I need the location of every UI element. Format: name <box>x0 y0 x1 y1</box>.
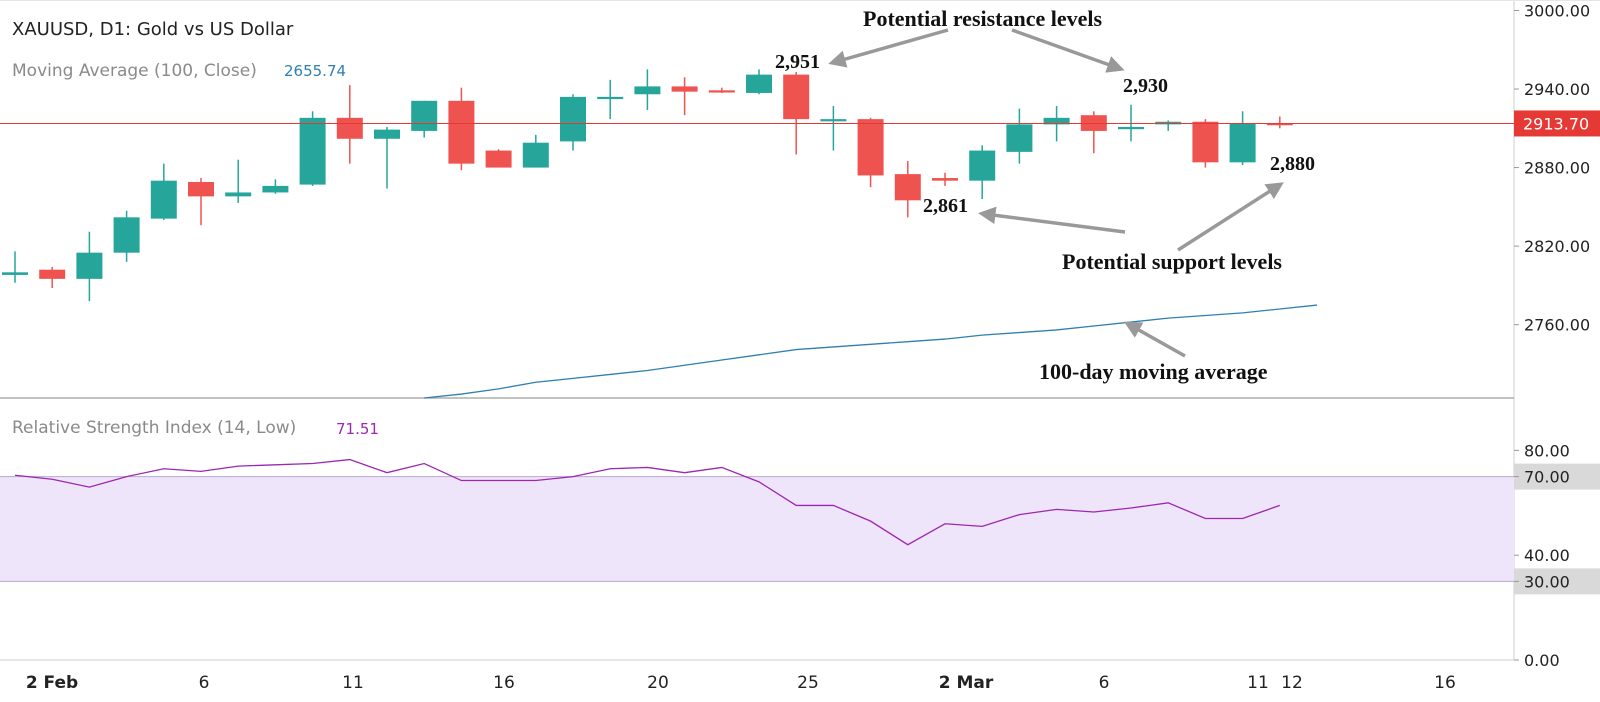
candle-body <box>448 100 475 164</box>
arrow-support-2861 <box>978 206 1126 234</box>
candle-body <box>857 119 884 176</box>
candles-layer <box>2 69 1293 302</box>
rsi-axis[interactable]: 80.00 70.00 40.00 30.00 0.00 <box>1514 441 1600 670</box>
price-tick-label: 2760.00 <box>1524 316 1590 335</box>
annotation-level-2880: 2,880 <box>1270 153 1315 175</box>
candle-body <box>820 119 847 122</box>
time-tick-label: 12 <box>1281 673 1303 693</box>
chart-title: XAUUSD, D1: Gold vs US Dollar <box>12 19 294 40</box>
candle-body <box>708 90 735 93</box>
rsi-tick-label: 30.00 <box>1524 572 1570 591</box>
candle-body <box>932 178 958 181</box>
time-tick-label: 25 <box>797 673 819 693</box>
candle-body <box>262 185 289 193</box>
rsi-legend-value: 71.51 <box>336 420 379 438</box>
candle-body <box>225 192 252 197</box>
rsi-line <box>14 458 1281 546</box>
price-tick-label: 2880.00 <box>1524 159 1590 178</box>
time-tick-label: 16 <box>493 673 515 693</box>
annotation-level-2951: 2,951 <box>775 51 820 73</box>
rsi-legend-label: Relative Strength Index (14, Low) <box>12 418 296 438</box>
rsi-band <box>0 476 1514 582</box>
annotation-arrows <box>828 28 1284 358</box>
arrow-support-2880 <box>1177 182 1284 252</box>
candle-body <box>485 150 512 168</box>
current-price-badge <box>1514 110 1600 137</box>
rsi-level-badge <box>1514 463 1600 490</box>
candle-body <box>671 86 698 92</box>
rsi-tick-label: 70.00 <box>1524 468 1570 487</box>
price-tick-label: 2940.00 <box>1524 80 1590 99</box>
candle-body <box>39 269 66 279</box>
candle-body <box>894 174 921 201</box>
time-tick-label: 6 <box>1099 673 1110 693</box>
time-tick-label: 2 Mar <box>939 673 994 693</box>
annotation-resistance-title: Potential resistance levels <box>863 6 1103 31</box>
time-tick-label: 20 <box>647 673 669 693</box>
arrow-ma <box>1123 321 1186 358</box>
time-tick-label: 6 <box>199 673 210 693</box>
price-tick-label: 3000.00 <box>1524 1 1590 20</box>
arrow-resistance-2951 <box>828 28 949 68</box>
candle-body <box>2 272 28 275</box>
candle-body <box>1192 121 1219 163</box>
candle-body <box>150 180 177 219</box>
price-tick-label: 2820.00 <box>1524 237 1590 256</box>
rsi-level-badge <box>1514 568 1600 595</box>
candle-body <box>1006 124 1033 152</box>
candle-body <box>76 252 103 279</box>
candle-body <box>188 181 214 197</box>
candle-body <box>597 96 624 100</box>
candle-body <box>1229 123 1256 163</box>
price-axis[interactable]: 3000.00 2940.00 2880.00 2820.00 2760.00 2913.… <box>1514 1 1600 335</box>
candle-body <box>560 96 586 142</box>
rsi-tick-label: 40.00 <box>1524 546 1570 565</box>
rsi-tick-label: 0.00 <box>1524 651 1560 670</box>
candle-body <box>113 217 140 253</box>
annotation-ma-title: 100-day moving average <box>1039 359 1268 384</box>
candle-body <box>634 86 661 95</box>
candle-body <box>783 74 810 120</box>
candle-body <box>1118 126 1144 130</box>
time-tick-label: 11 <box>342 673 364 693</box>
candle-body <box>374 129 400 139</box>
candle-body <box>522 142 549 168</box>
rsi-tick-label: 80.00 <box>1524 441 1570 460</box>
candle-body <box>299 117 326 185</box>
candle-body <box>336 117 363 139</box>
candle-body <box>969 150 996 181</box>
candle-body <box>746 74 772 93</box>
ma-legend-value: 2655.74 <box>284 62 346 80</box>
annotation-level-2930: 2,930 <box>1123 75 1168 97</box>
candle-body <box>411 100 438 131</box>
time-tick-label: 2 Feb <box>26 673 78 693</box>
arrow-resistance-2930 <box>1011 28 1125 73</box>
annotation-level-2861: 2,861 <box>923 195 968 217</box>
time-axis[interactable]: 2 Feb 6 11 16 20 25 2 Mar 6 11 12 16 <box>26 673 1456 693</box>
time-tick-label: 16 <box>1434 673 1456 693</box>
time-tick-label: 11 <box>1247 673 1269 693</box>
annotation-support-title: Potential support levels <box>1062 249 1282 274</box>
candle-body <box>1043 117 1070 125</box>
ma-line <box>424 304 1318 399</box>
candle-body <box>1266 123 1293 126</box>
ma-legend-label: Moving Average (100, Close) <box>12 61 257 81</box>
current-price-label: 2913.70 <box>1523 114 1589 133</box>
